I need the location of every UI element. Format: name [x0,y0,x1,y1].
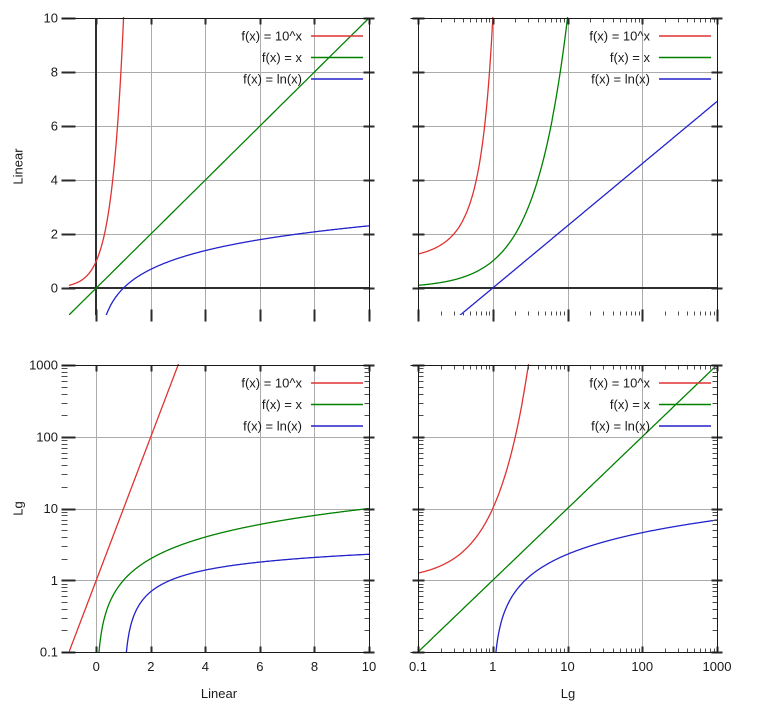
curve-ln [125,553,369,652]
legend-label: f(x) = ln(x) [243,72,302,87]
legend-label: f(x) = x [262,397,303,412]
legend-label: f(x) = 10^x [241,376,302,391]
curve-ln [495,519,717,652]
curve-pow10 [69,364,180,652]
subplot-linear-log: f(x) = 10^x f(x) = x f(x) = ln(x) [410,17,723,322]
x-tick-label: 4 [202,659,209,674]
y-tick-label: 0 [51,281,58,296]
y-tick-label: 6 [51,119,58,134]
y-axis-title-lg: Lg [10,501,26,516]
curve-identity [418,17,569,286]
curve-identity [98,507,369,652]
y-tick-label: 10 [44,501,58,516]
x-tick-label: 2 [147,659,154,674]
curve-pow10 [418,17,494,255]
x-axis-title-lg: Lg [560,686,576,701]
curve-pow10 [69,17,125,286]
x-tick-label: 1000 [703,659,732,674]
x-tick-label: 10 [560,659,574,674]
y-axis-title-linear: Linear [10,148,26,185]
subplot-linear-linear: 0 2 4 6 8 10 f(x) = 10^x f(x) = x f(x) = ln(x) [44,11,375,322]
y-tick-label: 1000 [29,358,58,373]
x-tick-label: 6 [256,659,263,674]
x-axis-title-linear: Linear [200,686,238,701]
x-tick-label: 1 [489,659,496,674]
y-tick-label: 100 [36,429,58,444]
legend-label: f(x) = x [610,50,651,65]
y-tick-label: 4 [51,173,58,188]
x-tick-label: 10 [362,659,376,674]
legend-label: f(x) = ln(x) [591,419,650,434]
legend-label: f(x) = x [262,50,303,65]
legend-label: f(x) = ln(x) [243,419,302,434]
y-tick-label: 8 [51,65,58,80]
curve-pow10 [418,364,530,574]
y-tick-label: 0.1 [40,645,58,660]
y-tick-label: 2 [51,227,58,242]
legend-label: f(x) = ln(x) [591,72,650,87]
x-tick-label: 100 [631,659,653,674]
legend-label: f(x) = x [610,397,651,412]
x-tick-label: 8 [311,659,318,674]
curve-ln [459,100,717,315]
x-tick-label: 0 [93,659,100,674]
legend-label: f(x) = 10^x [589,29,650,44]
legend-label: f(x) = 10^x [589,376,650,391]
curve-identity [418,364,717,652]
legend: f(x) = 10^x f(x) = x f(x) = ln(x) [589,29,711,87]
curve-identity [69,17,369,315]
curve-ln [105,225,369,315]
x-tick-label: 0.1 [409,659,427,674]
legend: f(x) = 10^x f(x) = x f(x) = ln(x) [241,29,363,87]
subplot-log-log: 0.1 1 10 100 1000 f(x) = 10^x f(x) = x f(x) = l… [409,364,732,674]
legend: f(x) = 10^x f(x) = x f(x) = ln(x) [241,376,363,434]
y-tick-label: 10 [44,11,58,26]
y-tick-label: 1 [51,573,58,588]
legend: f(x) = 10^x f(x) = x f(x) = ln(x) [589,376,711,434]
legend-label: f(x) = 10^x [241,29,302,44]
